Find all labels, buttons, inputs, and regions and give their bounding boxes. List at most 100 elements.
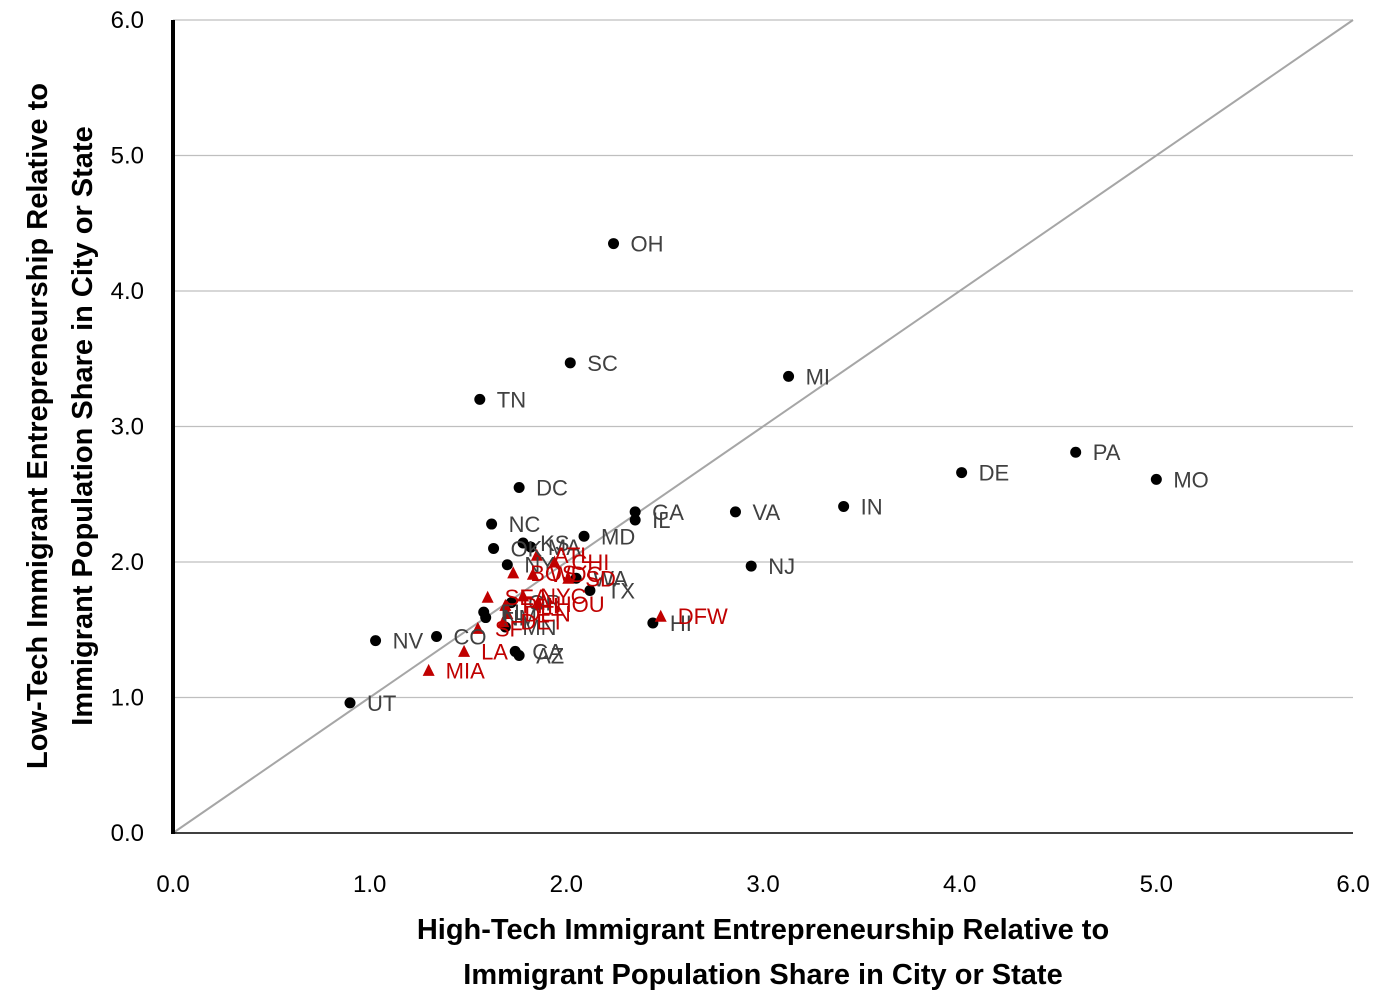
state-nc-marker: [486, 518, 498, 530]
diagonal-reference-line: [172, 19, 1354, 834]
state-ok-marker: [488, 542, 500, 554]
city-wdc-label: WDC: [550, 562, 603, 587]
state-sc-label: SC: [587, 351, 618, 376]
state-ca-label: CA: [532, 639, 563, 664]
state-md-marker: [578, 530, 590, 542]
x-axis-title-line-1: High-Tech Immigrant Entrepreneurship Rel…: [417, 914, 1109, 946]
city-atl-label: ATL: [554, 543, 593, 568]
state-tx-label: TX: [607, 578, 635, 603]
state-ks-label: KS: [540, 531, 569, 556]
state-wa-marker: [570, 572, 582, 584]
city-bos-label: BOS: [530, 561, 576, 586]
x-tick-label-5: 5.0: [1140, 871, 1173, 898]
city-den-label: DEN: [524, 601, 570, 626]
state-az-marker: [513, 649, 525, 661]
state-de-label: DE: [979, 461, 1010, 486]
x-tick-label-6: 6.0: [1336, 871, 1369, 898]
state-co-label: CO: [454, 625, 487, 650]
state-ma-label: MA: [548, 535, 581, 560]
state-tx-marker: [584, 584, 596, 596]
x-tick-label-1: 1.0: [353, 871, 386, 898]
state-il-label: IL: [652, 508, 670, 533]
state-md-label: MD: [601, 524, 635, 549]
y-tick-label-3: 3.0: [111, 414, 144, 441]
state-ga-marker: [629, 506, 641, 518]
state-ny-marker: [501, 559, 513, 571]
x-tick-label-2: 2.0: [550, 871, 583, 898]
state-mi-marker: [783, 370, 795, 382]
state-mo-label: MO: [1173, 467, 1208, 492]
city-den-marker: [501, 606, 514, 619]
state-ma-marker: [525, 541, 537, 553]
state-co-marker: [431, 631, 443, 643]
state-ut-label: UT: [367, 691, 396, 716]
city-dfw-label: DFW: [678, 604, 728, 629]
state-tn-label: TN: [497, 387, 526, 412]
city-hou-marker: [532, 597, 545, 610]
city-mia-marker: [422, 663, 435, 676]
x-tick-label-4: 4.0: [943, 871, 976, 898]
state-fl-label: FL: [501, 600, 527, 625]
state-mn-label: MN: [522, 615, 556, 640]
state-nv-marker: [370, 635, 382, 647]
tick-labels: 0.0 1.0 2.0 3.0 4.0 5.0 6.0 0.0 1.0 2.0 3.0 4.0 5.0 6…: [111, 7, 1370, 898]
y-tick-label-6: 6.0: [111, 7, 144, 34]
state-pa-marker: [1070, 446, 1082, 458]
state-oh-label: OH: [631, 232, 664, 257]
city-sf-label: SF: [495, 616, 523, 641]
city-sea-marker: [481, 590, 494, 603]
state-mi-label: MI: [806, 364, 830, 389]
state-va-label: VA: [752, 500, 780, 525]
city-chi-marker: [548, 555, 561, 568]
city-sd-label: SD: [585, 566, 616, 591]
state-il-marker: [629, 514, 641, 526]
city-la-label: LA: [481, 639, 508, 664]
city-det-marker: [497, 615, 510, 628]
city-chi-label: CHI: [572, 550, 610, 575]
city-bos-marker: [507, 566, 520, 579]
city-phi-label: PHI: [522, 593, 559, 618]
y-tick-label-0: 0.0: [111, 820, 144, 847]
city-wdc-marker: [526, 567, 539, 580]
y-tick-label-5: 5.0: [111, 143, 144, 170]
city-mia-label: MIA: [446, 658, 485, 683]
grid-lines: [173, 19, 1353, 699]
city-det-label: DET: [520, 610, 564, 635]
city-sf-marker: [471, 621, 484, 634]
city-sd-marker: [562, 571, 575, 584]
state-wa-label: WA: [593, 566, 628, 591]
state-nm-marker: [480, 612, 492, 624]
y-axis-title-line-2: Immigrant Population Share in City or St…: [67, 126, 99, 725]
state-nm-label: NM: [503, 606, 537, 631]
state-dc-marker: [513, 481, 525, 493]
state-az-label: AZ: [536, 643, 564, 668]
state-va-marker: [729, 506, 741, 518]
state-in-marker: [838, 500, 850, 512]
state-de-marker: [956, 467, 968, 479]
state-nj-label: NJ: [768, 554, 795, 579]
state-tn-marker: [474, 393, 486, 405]
y-tick-label-1: 1.0: [111, 685, 144, 712]
x-axis-title-line-2: Immigrant Population Share in City or St…: [463, 959, 1062, 991]
city-nyc-label: NYC: [540, 584, 587, 609]
state-ga-label: GA: [652, 500, 684, 525]
city-hou-label: HOU: [556, 592, 605, 617]
state-ut-marker: [344, 697, 356, 709]
city-phi-marker: [499, 598, 512, 611]
state-or-label: OR: [528, 591, 561, 616]
city-dfw-marker: [654, 609, 667, 622]
y-axis-title-line-1: Low-Tech Immigrant Entrepreneurship Rela…: [22, 83, 54, 769]
city-nyc-marker: [517, 589, 530, 602]
city-sea-label: SEA: [505, 585, 549, 610]
state-nc-label: NC: [509, 512, 541, 537]
state-nv-label: NV: [393, 629, 424, 654]
x-tick-label-0: 0.0: [156, 871, 189, 898]
y-tick-label-4: 4.0: [111, 278, 144, 305]
state-nj-marker: [745, 560, 757, 572]
data-points: [344, 238, 1162, 709]
city-la-marker: [458, 644, 471, 657]
state-oh-marker: [608, 238, 620, 250]
axes: [171, 20, 1353, 834]
state-dc-label: DC: [536, 475, 568, 500]
